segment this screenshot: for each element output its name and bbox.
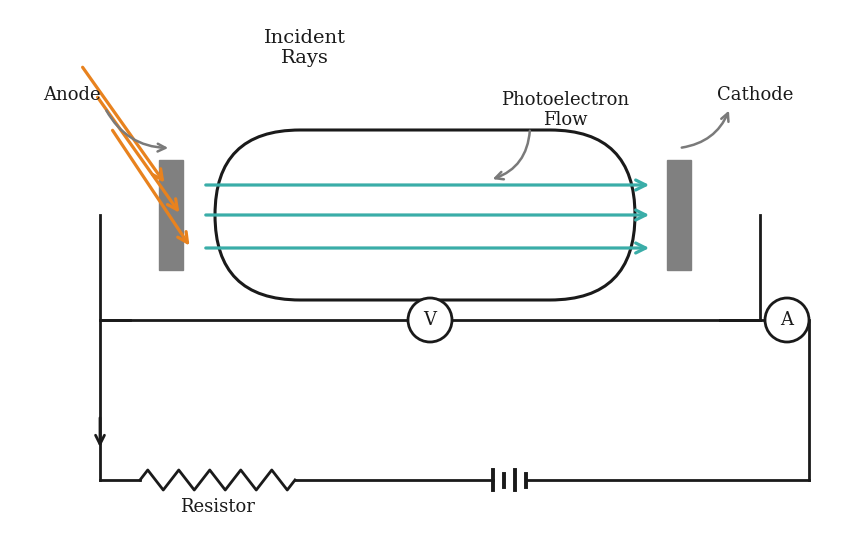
Text: Anode: Anode	[43, 86, 101, 104]
Text: A: A	[780, 311, 794, 329]
Text: Incident
Rays: Incident Rays	[264, 29, 346, 67]
Bar	[667, 160, 691, 270]
Circle shape	[765, 298, 809, 342]
Text: Photoelectron
Flow: Photoelectron Flow	[501, 91, 629, 130]
Text: Cathode: Cathode	[717, 86, 793, 104]
Text: Resistor: Resistor	[180, 498, 255, 516]
Text: V: V	[423, 311, 437, 329]
FancyBboxPatch shape	[215, 130, 635, 300]
Bar	[159, 160, 183, 270]
Circle shape	[408, 298, 452, 342]
